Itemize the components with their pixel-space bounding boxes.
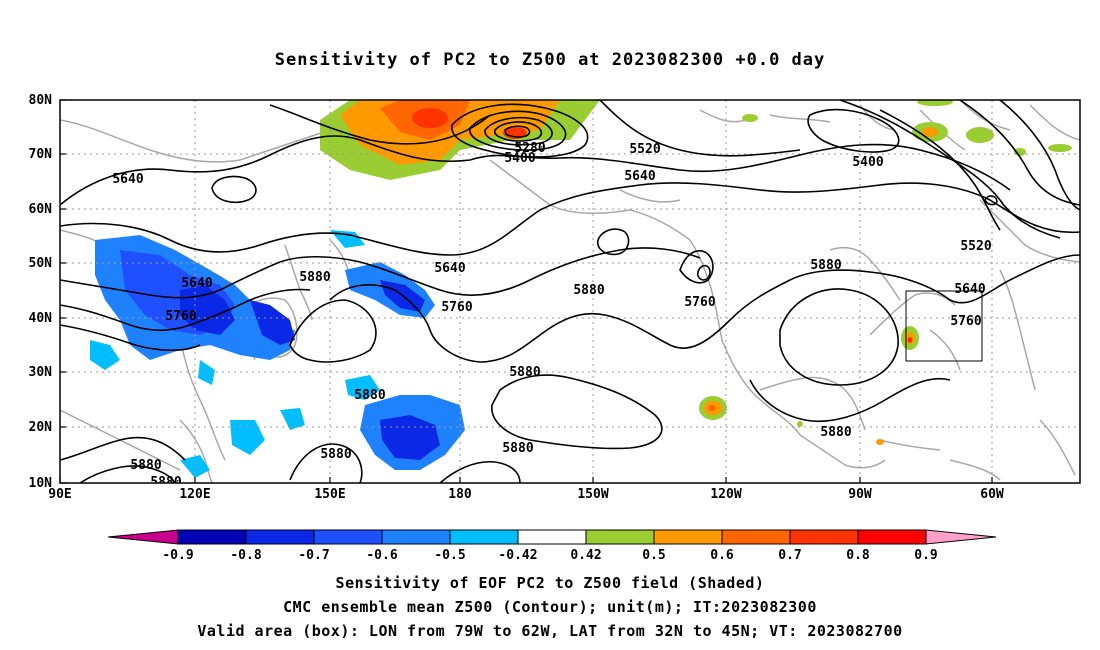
colorbar-swatch (245, 529, 315, 545)
colorbar-swatch (585, 529, 655, 545)
lat-labels: 80N 70N 60N 50N 40N 30N 20N 10N (29, 93, 53, 491)
colorbar-swatch (789, 529, 859, 545)
lon-label: 150E (314, 487, 345, 502)
contour-label: 5880 (150, 475, 181, 490)
colorbar-tick-label: 0.6 (710, 548, 734, 563)
colorbar: -0.9 -0.8 -0.7 -0.6 -0.5 -0.42 0.42 0.5 0.6 0.7 0.… (107, 529, 997, 563)
colorbar-tick-label: 0.9 (914, 548, 937, 563)
contour-label: 5880 (509, 365, 540, 380)
lat-label: 40N (29, 311, 53, 326)
contour-label: 5880 (130, 458, 161, 473)
valid-area-box (905, 290, 983, 362)
lon-label: 90E (48, 487, 71, 502)
lat-label: 50N (29, 256, 53, 271)
contour-label: 5880 (299, 270, 330, 285)
colorbar-tick-label: -0.5 (434, 548, 465, 563)
contour-label: 5640 (434, 261, 465, 276)
lat-label: 60N (29, 202, 53, 217)
colorbar-swatch (381, 529, 451, 545)
colorbar-swatch (857, 529, 927, 545)
colorbar-tick-label: -0.8 (230, 548, 261, 563)
contour-label: 5280 (514, 141, 545, 156)
lon-label: 120W (710, 487, 741, 502)
colorbar-arrow-high (925, 529, 997, 545)
contour-label: 5760 (441, 300, 472, 315)
contour-label: 5520 (960, 239, 991, 254)
colorbar-tick-label: 0.8 (846, 548, 870, 563)
contour-label: 5880 (354, 388, 385, 403)
colorbar-tick-label: 0.5 (642, 548, 665, 563)
grid-lines (60, 100, 1080, 483)
map-frame (59, 99, 1081, 484)
colorbar-swatch (177, 529, 247, 545)
colorbar-tick-label: -0.6 (366, 548, 397, 563)
caption-line-1: Sensitivity of EOF PC2 to Z500 field (Sh… (335, 574, 765, 592)
colorbar-tick-label: -0.7 (298, 548, 329, 563)
z500-contours (60, 100, 1080, 483)
contour-label: 5760 (165, 309, 196, 324)
contour-label: 5880 (502, 441, 533, 456)
lon-label: 90W (848, 487, 872, 502)
lat-label: 10N (29, 476, 53, 491)
colorbar-tick-label: -0.9 (162, 548, 193, 563)
colorbar-swatch (721, 529, 791, 545)
colorbar-swatch (517, 529, 587, 545)
lon-label: 60W (980, 487, 1004, 502)
lat-label: 70N (29, 147, 53, 162)
lon-label: 120E (179, 487, 210, 502)
colorbar-swatch (449, 529, 519, 545)
contour-label: 5640 (624, 169, 655, 184)
contour-label: 5640 (112, 172, 143, 187)
colorbar-tick-label: -0.42 (498, 548, 537, 563)
contour-label: 5880 (820, 425, 851, 440)
contour-label: 5880 (320, 447, 351, 462)
lat-label: 30N (29, 365, 53, 380)
axis-ticks (59, 99, 993, 484)
lon-label: 150W (577, 487, 608, 502)
contour-label: 5880 (573, 283, 604, 298)
contour-label: 5760 (950, 314, 981, 329)
contour-label: 5520 (629, 142, 660, 157)
colorbar-swatch (653, 529, 723, 545)
contour-label: 5640 (181, 276, 212, 291)
contour-label: 5400 (852, 155, 883, 170)
lon-label: 180 (448, 487, 472, 502)
contour-label: 5640 (954, 282, 985, 297)
contour-labels: 5640 5640 5640 5640 5760 5760 5760 5760 … (112, 141, 991, 490)
contour-label: 5400 (504, 151, 535, 166)
lat-label: 80N (29, 93, 53, 108)
colorbar-tick-label: 0.42 (570, 548, 601, 563)
lon-labels: 90E 120E 150E 180 150W 120W 90W 60W (48, 487, 1004, 502)
contour-label: 5880 (810, 258, 841, 273)
contour-label: 5760 (684, 295, 715, 310)
colorbar-swatch (313, 529, 383, 545)
caption-line-3: Valid area (box): LON from 79W to 62W, L… (197, 622, 903, 640)
lat-label: 20N (29, 420, 53, 435)
colorbar-arrow-low (107, 529, 179, 545)
map-title: Sensitivity of PC2 to Z500 at 2023082300… (274, 50, 826, 70)
map-area: 5640 5640 5640 5640 5760 5760 5760 5760 … (60, 100, 1080, 490)
caption-line-2: CMC ensemble mean Z500 (Contour); unit(m… (283, 598, 817, 616)
colorbar-tick-label: 0.7 (778, 548, 801, 563)
